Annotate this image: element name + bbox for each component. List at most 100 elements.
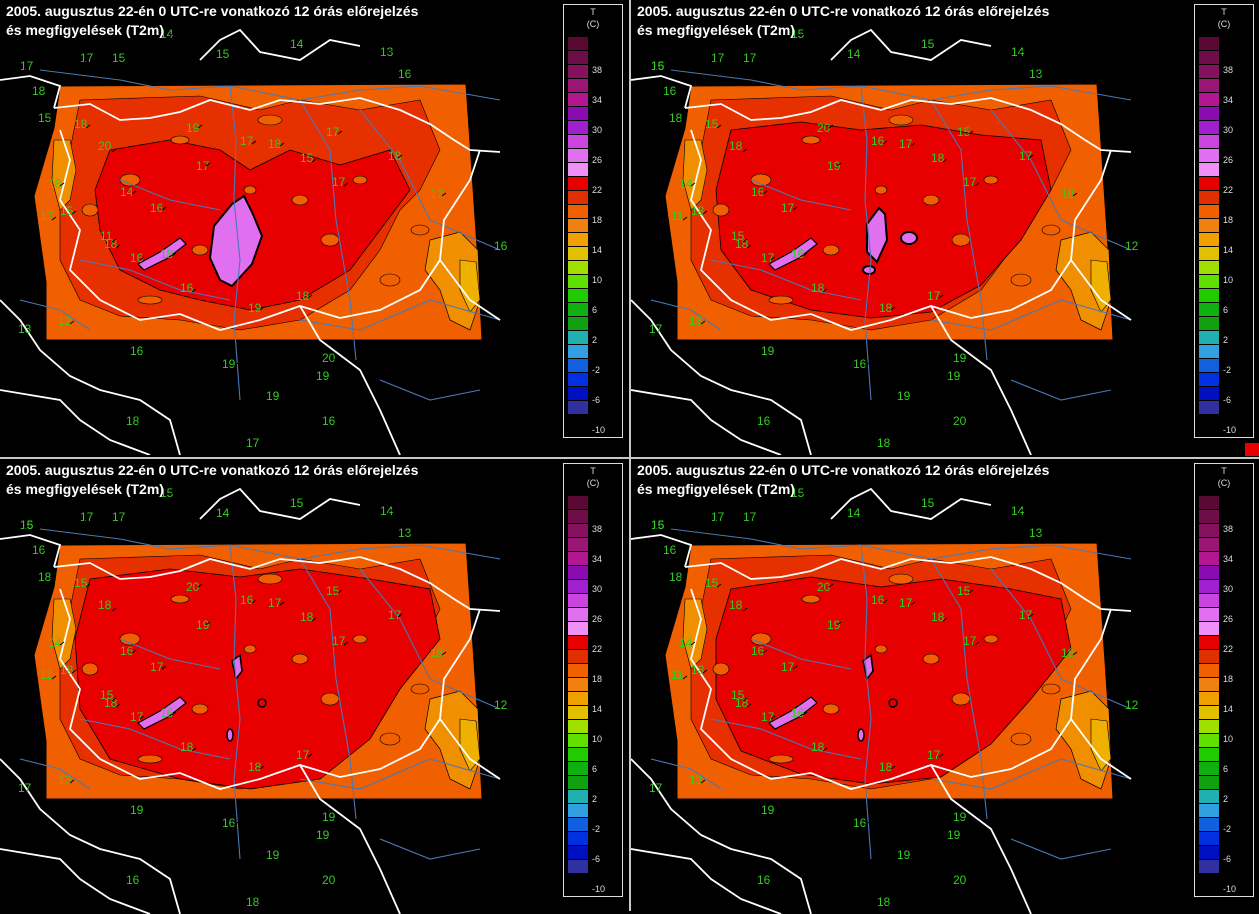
station-observation: 17 xyxy=(430,187,444,201)
legend-swatch xyxy=(1199,317,1219,331)
station-observation: 13 xyxy=(689,773,703,787)
station-observation: 15 xyxy=(651,518,665,532)
legend-swatch xyxy=(1199,552,1219,566)
legend-swatch xyxy=(1199,191,1219,205)
legend-swatch xyxy=(1199,289,1219,303)
legend-label: 18 xyxy=(1223,674,1234,684)
station-observation: 17 xyxy=(296,748,310,762)
station-observation: 19 xyxy=(316,828,330,842)
legend-label: 38 xyxy=(592,524,603,534)
map-panel-bottom-left: 15 17 17 15 14 15 14 13 16 18 15 18 20 19 17 16 14 18 15 11… xyxy=(0,459,628,914)
legend-label: -10 xyxy=(592,884,606,894)
temperature-map: 15 17 17 15 14 15 14 13 16 18 15 18 20 19 17 16 14 18 15 11… xyxy=(631,486,1144,914)
legend-swatch xyxy=(568,706,588,720)
station-observation: 16 xyxy=(663,543,677,557)
station-observation: 19 xyxy=(266,389,280,403)
legend-swatch xyxy=(1199,608,1219,622)
temperature-map: 17 17 15 14 15 14 13 16 18 15 18 20 19 17 16 14 18 15 11 17… xyxy=(0,27,513,455)
legend-swatch xyxy=(1199,566,1219,580)
station-observation: 13 xyxy=(380,45,394,59)
station-observation: 18 xyxy=(729,598,743,612)
station-observation: 17 xyxy=(963,175,977,189)
station-observation: 18 xyxy=(126,414,140,428)
station-observation: 18 xyxy=(877,895,891,909)
station-observation: 20 xyxy=(322,351,336,365)
station-observation: 18 xyxy=(98,598,112,612)
legend-swatch xyxy=(1199,233,1219,247)
hot-spot-violet xyxy=(866,206,889,264)
station-observation: 17 xyxy=(20,59,34,73)
legend-swatch xyxy=(568,177,588,191)
legend-label: -2 xyxy=(1223,365,1232,375)
station-observation: 16 xyxy=(240,593,254,607)
station-observation: 16 xyxy=(651,518,665,532)
station-observation: 18 xyxy=(180,740,194,754)
station-observation: 13 xyxy=(1029,526,1043,540)
station-observation: 19 xyxy=(222,357,236,371)
station-observation: 17 xyxy=(112,510,126,524)
legend-label: 2 xyxy=(1223,335,1229,345)
station-observation: 17 xyxy=(130,710,144,724)
legend-label: -2 xyxy=(1223,824,1232,834)
station-observation: 19 xyxy=(266,848,280,862)
horizontal-divider xyxy=(0,457,1259,459)
station-observation: 12 xyxy=(494,698,508,712)
station-observation: 18 xyxy=(1061,187,1075,201)
legend-swatch xyxy=(1199,790,1219,804)
legend-swatch xyxy=(1199,776,1219,790)
station-observation: 15 xyxy=(326,584,340,598)
station-observation: 17 xyxy=(927,289,941,303)
legend-swatches xyxy=(1199,37,1219,415)
station-observation: 19 xyxy=(186,121,200,135)
station-observation: 16 xyxy=(322,414,336,428)
station-observation: 16 xyxy=(398,67,412,81)
map-panel-top-left: 17 17 15 14 15 14 13 16 18 15 18 20 19 17 16 14 18 15 11 17… xyxy=(0,0,628,455)
legend-swatch xyxy=(568,790,588,804)
station-observation: 13 xyxy=(689,314,703,328)
station-observation: 12 xyxy=(1125,239,1139,253)
station-observation: 13 xyxy=(1029,67,1043,81)
legend-swatch xyxy=(568,317,588,331)
legend-swatch xyxy=(568,818,588,832)
legend-swatch xyxy=(568,846,588,860)
legend-swatch xyxy=(568,720,588,734)
station-observation: 14 xyxy=(120,185,134,199)
station-observation: 18 xyxy=(729,139,743,153)
station-observation: 20 xyxy=(186,580,200,594)
legend-swatch xyxy=(568,163,588,177)
legend-swatches xyxy=(568,37,588,415)
legend-swatch xyxy=(568,219,588,233)
map-title-line2: és megfigyelések (T2m) xyxy=(637,22,795,38)
legend-swatch xyxy=(568,107,588,121)
color-legend: T (C) 38 34 30 26 22 18 14 10 6 2 -2 -6 -10 xyxy=(563,4,623,438)
station-observation: 17 xyxy=(711,510,725,524)
station-observation: 18 xyxy=(879,301,893,315)
station-observation: 18 xyxy=(430,646,444,660)
station-observation: 19 xyxy=(316,369,330,383)
legend-label: 30 xyxy=(1223,584,1234,594)
station-observation: 17 xyxy=(196,159,210,173)
legend-title: T xyxy=(1221,466,1227,476)
legend-swatch xyxy=(1199,247,1219,261)
legend-label: -6 xyxy=(592,395,601,405)
legend-swatch xyxy=(568,650,588,664)
legend-swatch xyxy=(1199,93,1219,107)
legend-swatch xyxy=(568,678,588,692)
legend-swatch xyxy=(568,359,588,373)
legend-swatch xyxy=(568,149,588,163)
station-observation: 16 xyxy=(20,518,34,532)
lake-balaton xyxy=(137,237,187,271)
station-observation: 19 xyxy=(322,810,336,824)
legend-title: T xyxy=(1221,7,1227,17)
status-marker xyxy=(1245,443,1259,456)
station-observation: 18 xyxy=(691,204,705,218)
station-observation: 17 xyxy=(743,51,757,65)
legend-label: -10 xyxy=(1223,884,1237,894)
station-observation: 15 xyxy=(791,486,805,500)
station-observation: 16 xyxy=(130,344,144,358)
legend-label: 34 xyxy=(592,554,603,564)
station-observation: 15 xyxy=(731,688,745,702)
legend-swatch xyxy=(568,860,588,874)
legend-swatch xyxy=(568,552,588,566)
station-observation: 18 xyxy=(811,740,825,754)
